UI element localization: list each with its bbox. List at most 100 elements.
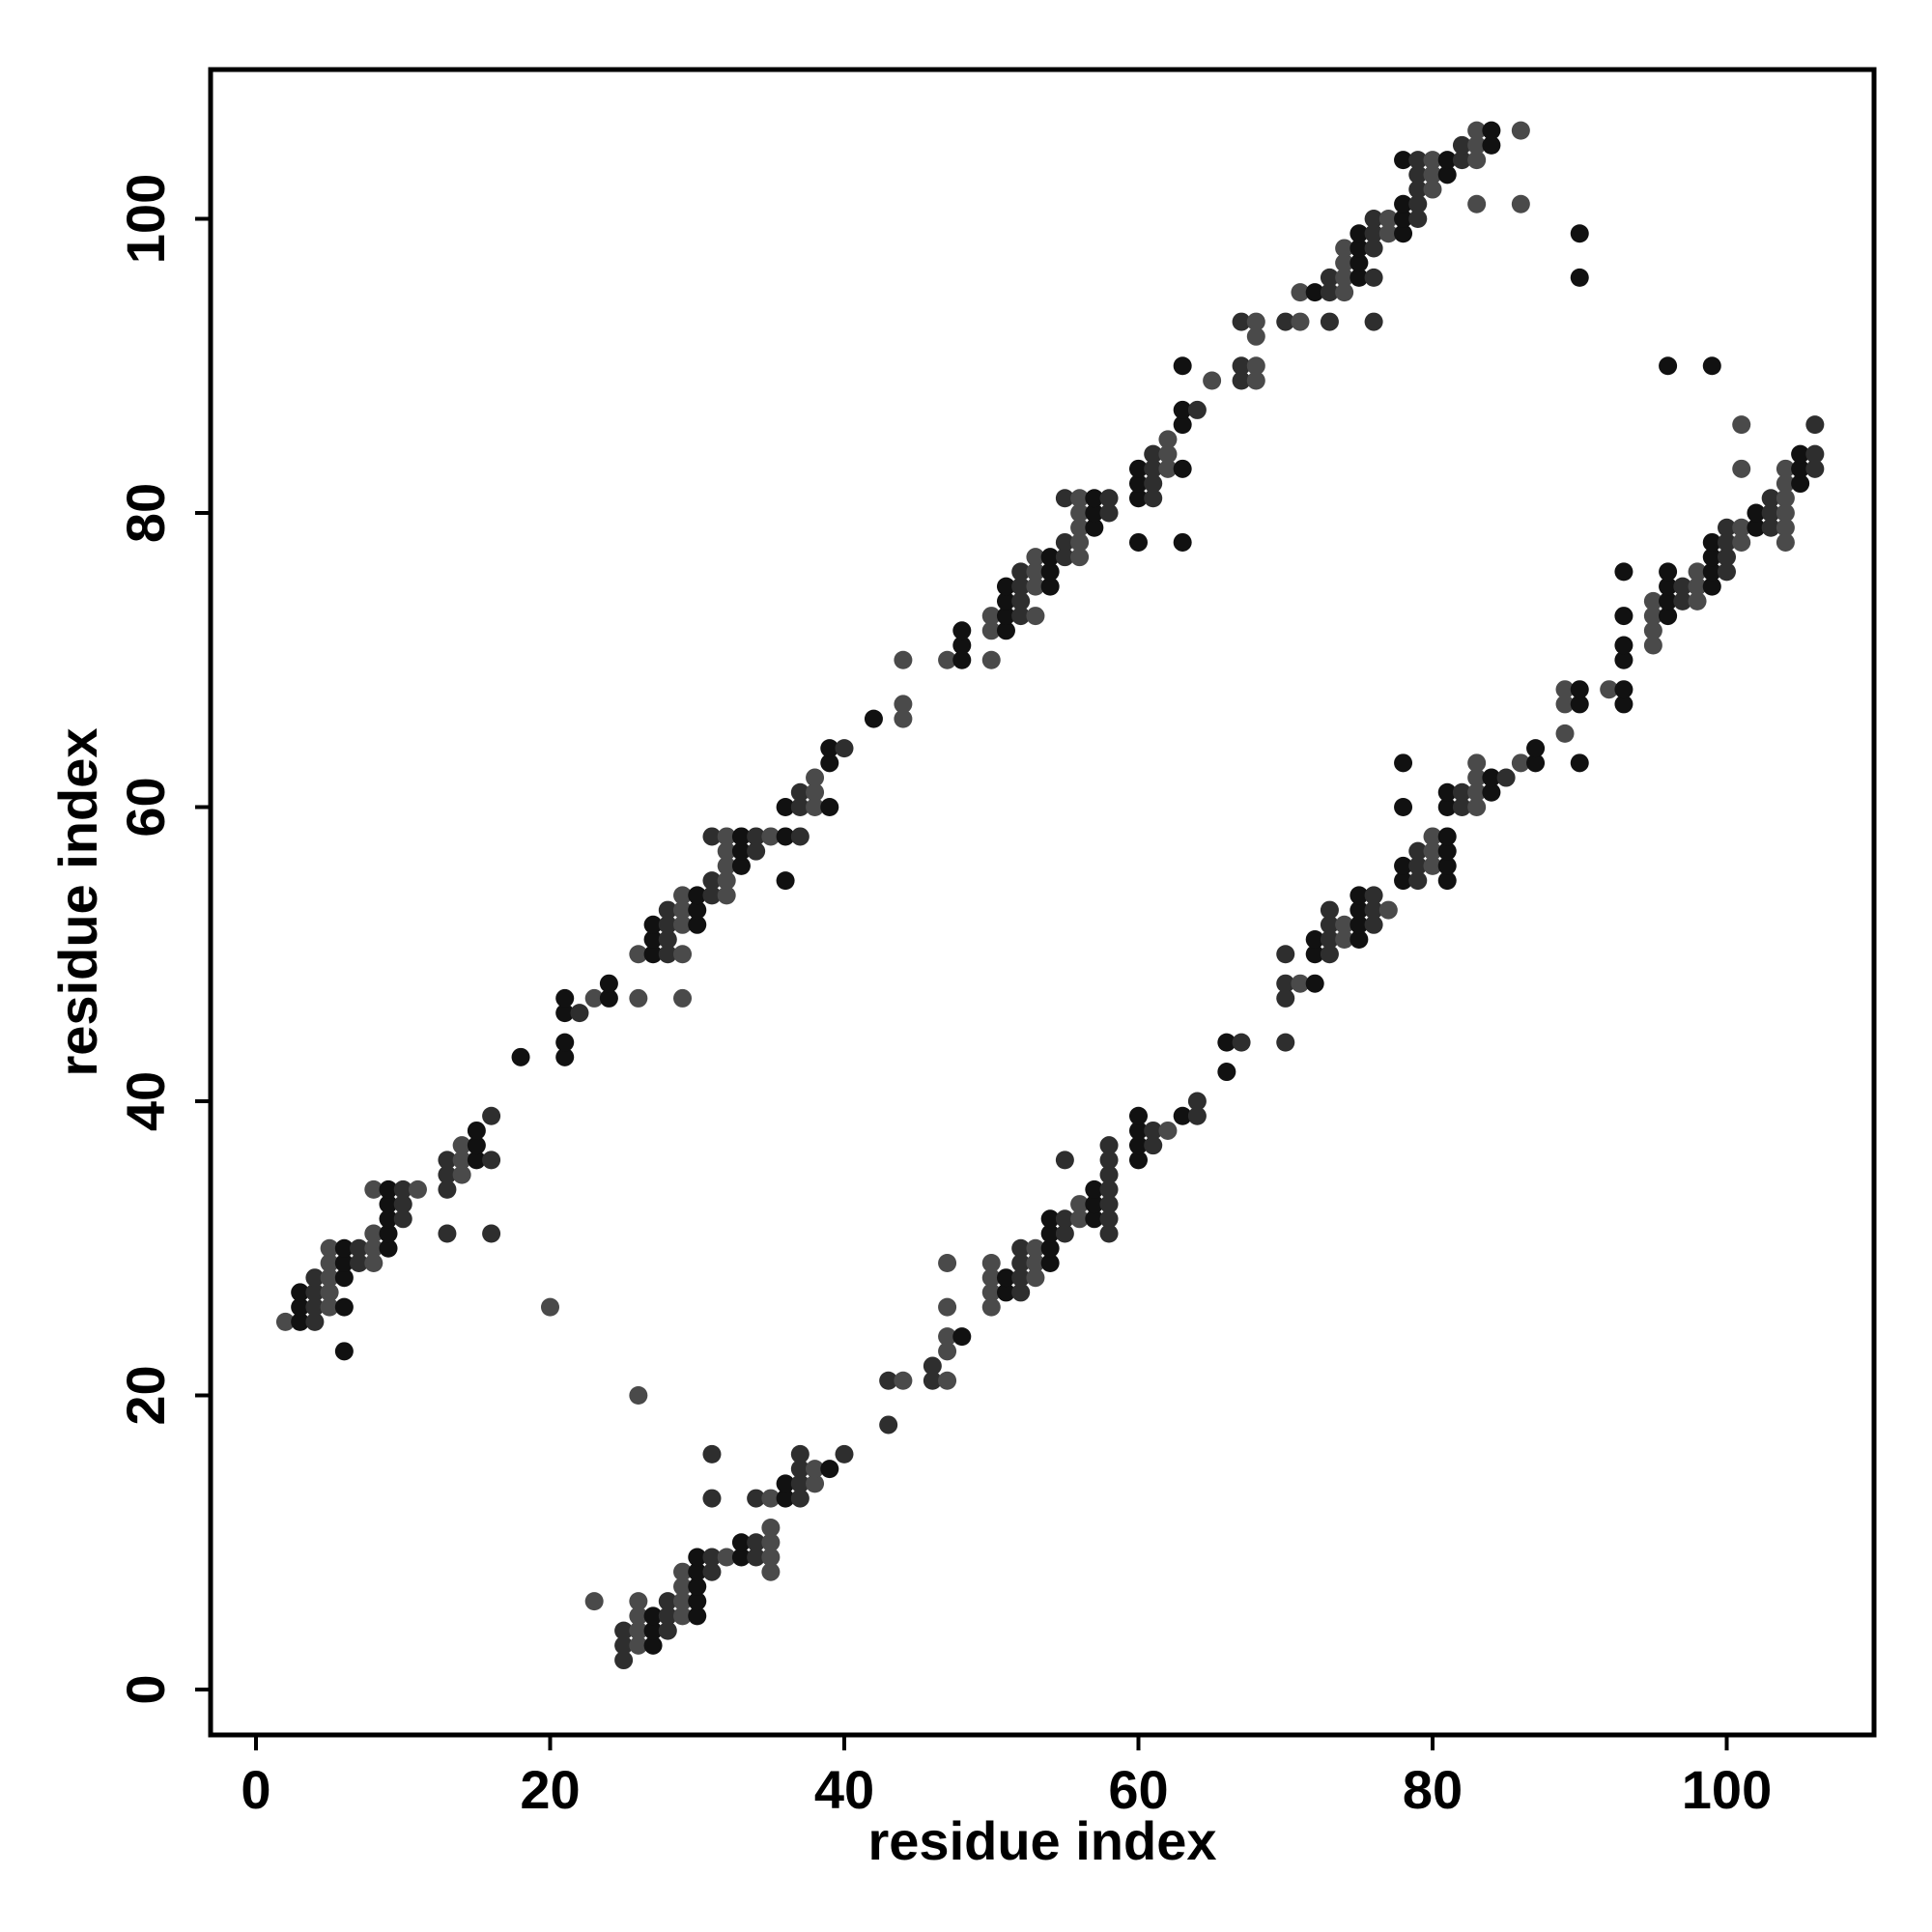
data-point bbox=[1555, 695, 1575, 714]
data-point bbox=[467, 1121, 486, 1140]
data-point bbox=[1320, 915, 1339, 934]
data-point bbox=[1423, 180, 1442, 199]
data-point bbox=[614, 1621, 634, 1640]
data-point bbox=[1467, 753, 1487, 773]
data-point bbox=[1776, 532, 1795, 552]
data-point bbox=[1747, 518, 1766, 537]
data-point bbox=[1614, 695, 1634, 714]
data-point bbox=[482, 1106, 501, 1125]
data-point bbox=[1144, 444, 1163, 464]
data-point bbox=[1040, 562, 1060, 582]
data-point bbox=[1276, 1033, 1295, 1052]
data-point bbox=[1026, 1253, 1045, 1272]
data-point bbox=[717, 886, 736, 905]
data-point bbox=[731, 1533, 751, 1552]
data-point bbox=[1320, 900, 1339, 920]
data-point bbox=[1394, 210, 1413, 228]
data-point bbox=[393, 1179, 412, 1199]
data-point bbox=[1173, 459, 1192, 478]
data-point bbox=[1364, 312, 1383, 331]
data-point bbox=[1099, 1224, 1119, 1243]
data-point bbox=[1791, 459, 1810, 478]
y-axis: 0 20 40 60 80 100 bbox=[115, 174, 211, 1705]
data-point bbox=[1320, 268, 1339, 287]
data-point bbox=[717, 1548, 736, 1567]
x-tick-label: 20 bbox=[520, 1759, 580, 1820]
data-point bbox=[482, 1151, 501, 1170]
data-point bbox=[981, 1283, 1001, 1302]
data-point bbox=[702, 1562, 722, 1581]
data-point bbox=[806, 1474, 825, 1493]
data-point bbox=[379, 1238, 398, 1258]
data-point bbox=[1335, 253, 1354, 272]
data-point bbox=[1614, 650, 1634, 669]
data-point bbox=[643, 915, 663, 934]
data-point bbox=[408, 1179, 427, 1199]
data-point bbox=[996, 607, 1015, 626]
data-point bbox=[334, 1268, 354, 1288]
data-point bbox=[320, 1297, 339, 1317]
data-point bbox=[717, 871, 736, 891]
data-point bbox=[1659, 356, 1678, 376]
data-point bbox=[1246, 312, 1265, 331]
data-point bbox=[1702, 577, 1721, 596]
data-point bbox=[393, 1209, 412, 1229]
data-point bbox=[350, 1253, 369, 1272]
data-point bbox=[673, 1577, 693, 1596]
data-point bbox=[1040, 1238, 1060, 1258]
data-point bbox=[1643, 591, 1662, 611]
x-axis-title: residue index bbox=[867, 1810, 1216, 1871]
data-point bbox=[305, 1283, 325, 1302]
data-point bbox=[952, 636, 972, 655]
data-point bbox=[761, 1548, 781, 1567]
data-point bbox=[305, 1268, 325, 1288]
data-point bbox=[747, 827, 766, 846]
data-point bbox=[305, 1297, 325, 1317]
data-point bbox=[1217, 1063, 1236, 1082]
data-point bbox=[1511, 194, 1530, 213]
data-point bbox=[1011, 1253, 1031, 1272]
data-point bbox=[923, 1371, 942, 1390]
data-point bbox=[1085, 489, 1104, 508]
data-point bbox=[1070, 518, 1090, 537]
data-point bbox=[541, 1297, 559, 1317]
data-point bbox=[629, 1621, 648, 1640]
data-point bbox=[1040, 577, 1060, 596]
data-point bbox=[1099, 1209, 1119, 1229]
data-point bbox=[688, 915, 707, 934]
data-point bbox=[1129, 1106, 1148, 1125]
data-point bbox=[1467, 121, 1487, 140]
data-point bbox=[1129, 1151, 1148, 1170]
data-point bbox=[438, 1165, 457, 1184]
data-point bbox=[981, 621, 1001, 640]
data-point bbox=[673, 945, 693, 964]
data-point bbox=[1732, 415, 1751, 435]
data-point bbox=[996, 1283, 1015, 1302]
data-point bbox=[1437, 827, 1457, 846]
data-point bbox=[1437, 151, 1457, 170]
data-point bbox=[379, 1195, 398, 1214]
data-point bbox=[952, 621, 972, 640]
data-point bbox=[702, 886, 722, 905]
data-point bbox=[1246, 327, 1265, 346]
data-point bbox=[806, 782, 825, 802]
data-point bbox=[894, 695, 913, 714]
data-point bbox=[452, 1165, 471, 1184]
data-point bbox=[981, 1297, 1001, 1317]
data-point bbox=[1246, 371, 1265, 390]
data-point bbox=[1482, 768, 1501, 787]
data-point bbox=[1350, 253, 1369, 272]
data-point bbox=[1732, 518, 1751, 537]
data-point bbox=[1158, 459, 1178, 478]
data-point bbox=[761, 1533, 781, 1552]
data-point bbox=[1761, 503, 1780, 523]
data-point bbox=[1437, 165, 1457, 185]
data-point bbox=[996, 591, 1015, 611]
data-point bbox=[688, 1606, 707, 1626]
data-point bbox=[1423, 165, 1442, 185]
data-point bbox=[806, 768, 825, 787]
data-point bbox=[452, 1151, 471, 1170]
data-point bbox=[1732, 459, 1751, 478]
data-point bbox=[952, 1327, 972, 1347]
data-point bbox=[643, 1621, 663, 1640]
